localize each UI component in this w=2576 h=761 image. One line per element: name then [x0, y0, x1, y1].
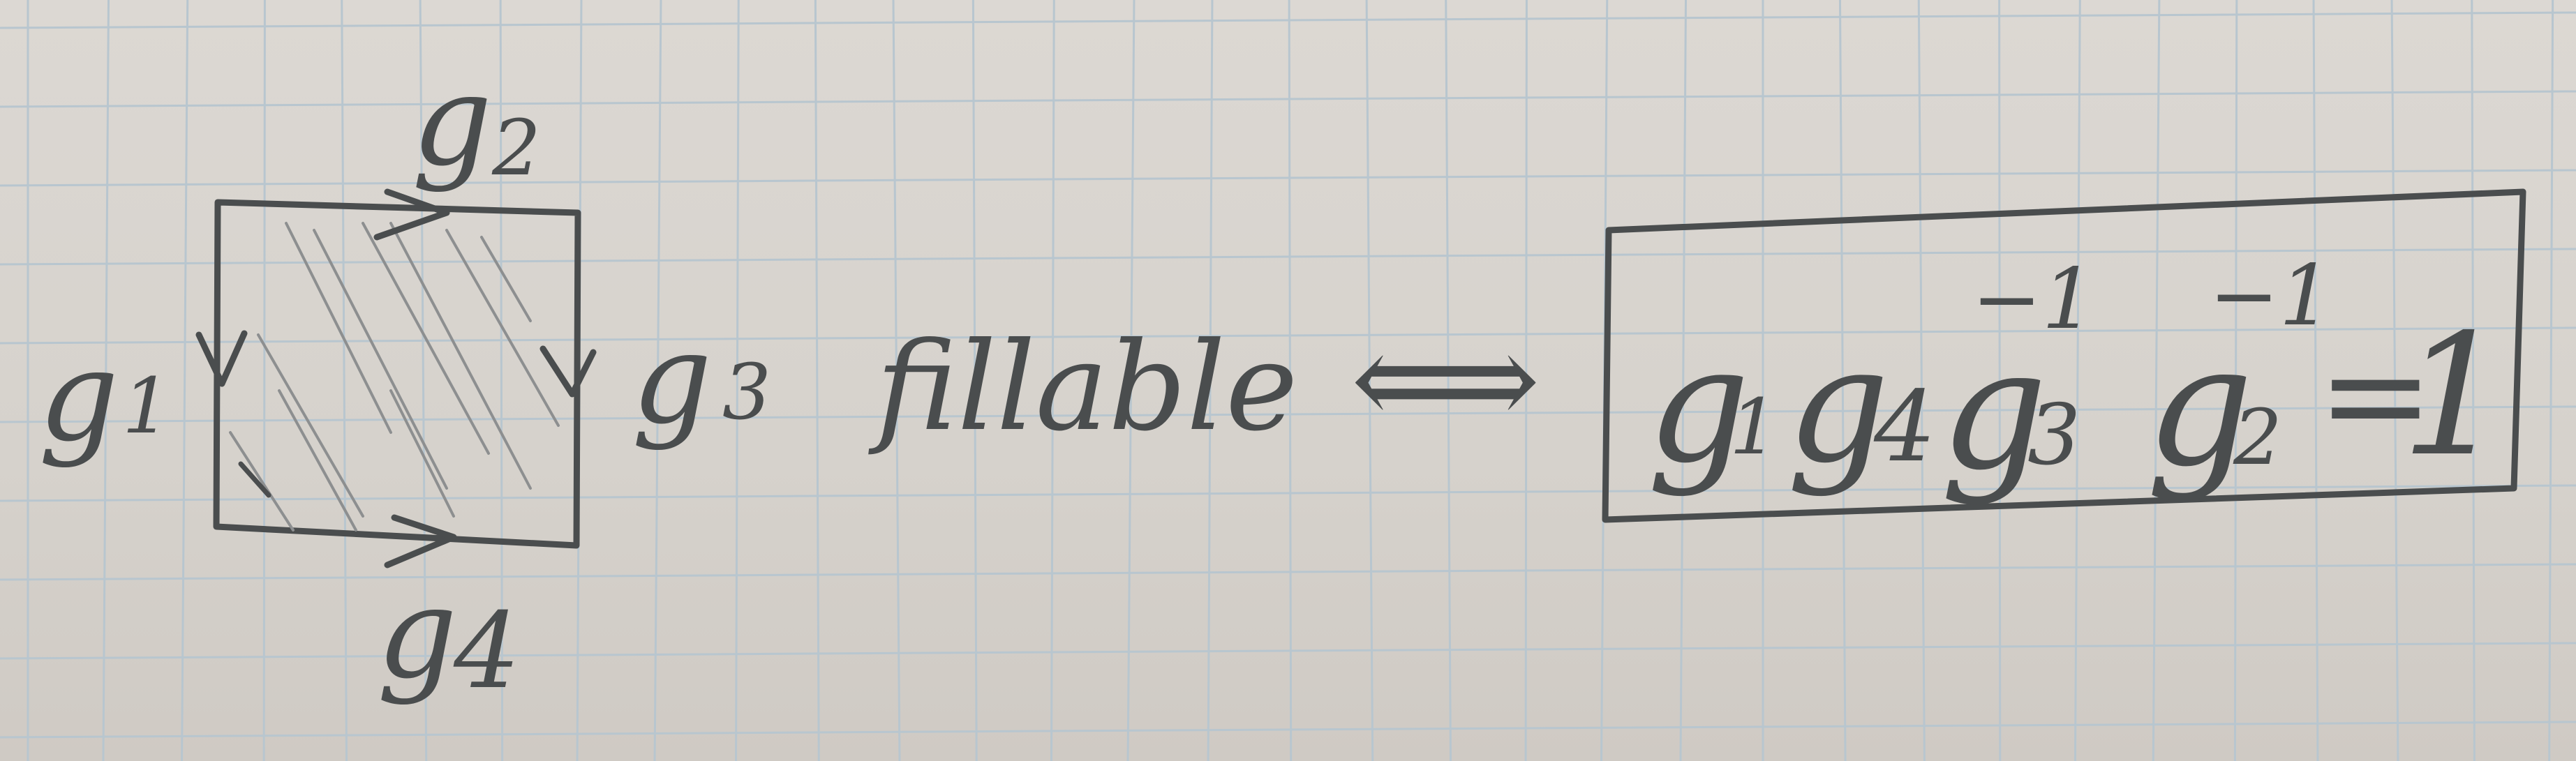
- grid-line-horizontal: [0, 484, 2576, 502]
- grid-line-horizontal: [0, 642, 2576, 660]
- iff-symbol: ⟺: [1350, 303, 1540, 457]
- grid-line-horizontal: [0, 326, 2576, 345]
- grid-line-horizontal: [0, 721, 2576, 739]
- grid-line-horizontal: [0, 563, 2576, 581]
- eq-g1: g: [1647, 312, 1750, 499]
- arrow-right-icon: [539, 345, 597, 398]
- eq-g2-sub: 2: [2233, 393, 2282, 482]
- grid-line-vertical: [499, 0, 504, 761]
- grid-line-horizontal: [0, 248, 2576, 266]
- grid-line-vertical: [102, 0, 110, 761]
- eq-g3: g: [1940, 312, 2048, 507]
- eq-g1-sub: 1: [1729, 382, 1778, 472]
- grid-line-vertical: [1679, 0, 1688, 761]
- grid-line-vertical: [653, 0, 662, 761]
- label-g3-sub: 3: [722, 347, 771, 437]
- label-g4: g: [377, 561, 457, 707]
- grid-line-vertical: [2471, 0, 2476, 761]
- grid-line-vertical: [814, 0, 820, 761]
- grid-line-vertical: [1050, 0, 1055, 761]
- grid-line-vertical: [419, 0, 428, 761]
- grid-line-vertical: [1365, 0, 1374, 761]
- label-g3: g: [632, 306, 712, 452]
- square-outline: [213, 199, 581, 549]
- grid-line-vertical: [1838, 0, 1847, 761]
- grid-line-horizontal: [0, 90, 2576, 108]
- grid-line-vertical: [1445, 0, 1452, 761]
- grid-line-vertical: [2152, 0, 2161, 761]
- grid-line-vertical: [341, 0, 348, 761]
- label-g2-sub: 2: [491, 103, 541, 193]
- grid-line-vertical: [1126, 0, 1136, 761]
- eq-g2-sup: −1: [2209, 248, 2332, 345]
- eq-one: 1: [2401, 298, 2508, 493]
- grid-line-horizontal: [0, 11, 2576, 29]
- grid-line-vertical: [735, 0, 740, 761]
- arrow-left-icon: [195, 330, 248, 387]
- eq-equals: =: [2317, 314, 2434, 476]
- grid-line-vertical: [262, 0, 266, 761]
- arrow-bottom-icon: [384, 514, 457, 568]
- boxed-equation: g 1 g 4 g −1 3 g −1 2 = 1: [1602, 188, 2526, 523]
- grid-line-vertical: [2074, 0, 2081, 761]
- label-g2: g: [412, 48, 492, 194]
- grid-line-vertical: [892, 0, 901, 761]
- eq-g3-sub: 3: [2027, 387, 2080, 484]
- label-fillable: fillable: [868, 317, 1298, 458]
- grid-line-vertical: [2390, 0, 2399, 761]
- label-g1: g: [38, 324, 119, 469]
- label-g4-sub: 4: [453, 591, 520, 712]
- square-loop: [195, 188, 597, 568]
- equation-box: [1602, 188, 2526, 523]
- grid-line-vertical: [971, 0, 978, 761]
- grid-line-vertical: [2548, 0, 2554, 761]
- grid-line-vertical: [2312, 0, 2319, 761]
- grid-line-vertical: [1917, 0, 1926, 761]
- grid-line-horizontal: [0, 405, 2576, 423]
- corner-mark: [238, 461, 271, 498]
- label-g1-sub: 1: [122, 361, 171, 451]
- eq-g2: g: [2146, 308, 2254, 504]
- shading-hatch: [229, 222, 560, 532]
- grid-line-vertical: [2233, 0, 2238, 761]
- grid-line-vertical: [181, 0, 189, 761]
- grid-line-vertical: [1288, 0, 1293, 761]
- eq-g4: g: [1787, 312, 1889, 499]
- grid-line-horizontal: [0, 169, 2576, 187]
- arrow-top-icon: [373, 188, 450, 241]
- eq-g4-sub: 4: [1873, 370, 1936, 484]
- eq-g3-sup: −1: [1972, 251, 2095, 348]
- grid-line-vertical: [1207, 0, 1214, 761]
